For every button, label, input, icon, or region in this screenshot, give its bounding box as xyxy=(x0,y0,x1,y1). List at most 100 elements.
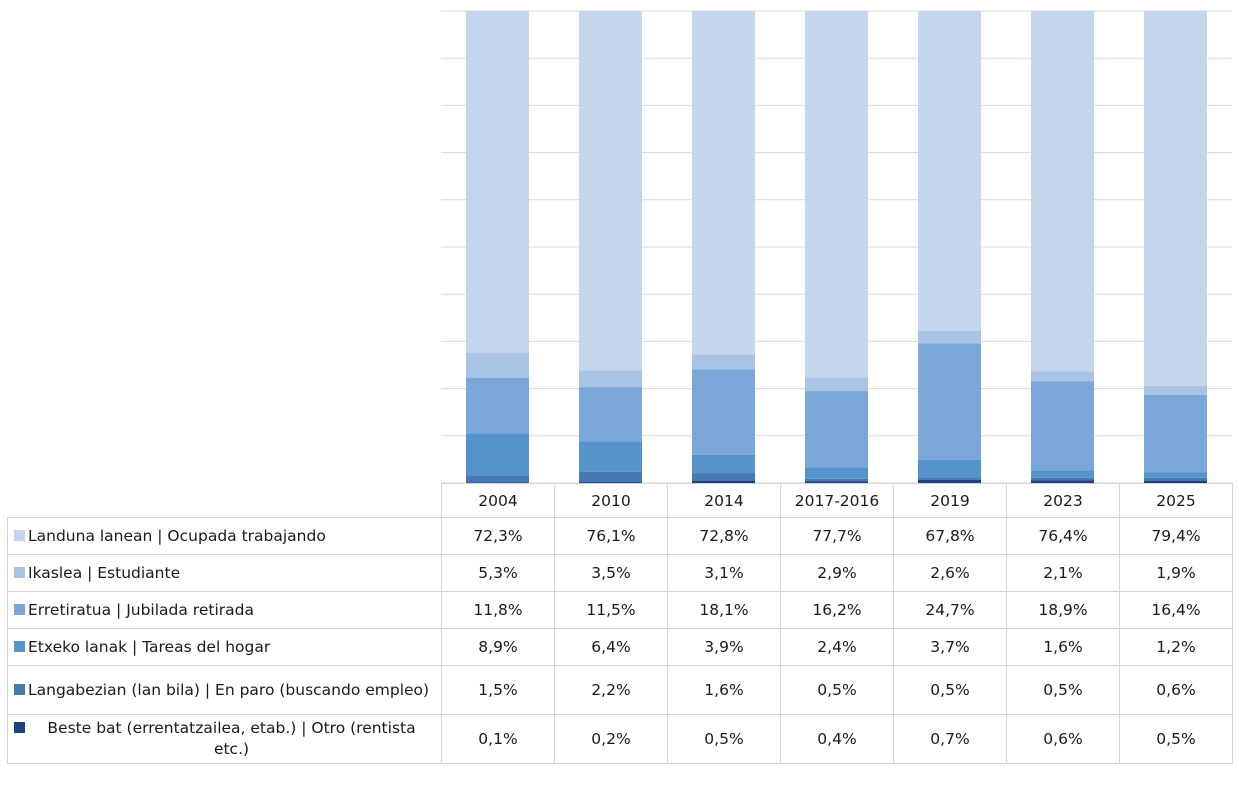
bar-segment xyxy=(1031,470,1094,478)
legend-swatch xyxy=(14,640,25,652)
data-label: 2,6% xyxy=(893,554,1007,592)
data-label: 0,5% xyxy=(780,665,894,715)
bar-segment xyxy=(1031,477,1094,481)
data-label: 11,8% xyxy=(441,591,555,629)
bar-segment xyxy=(805,11,868,378)
data-label: 79,4% xyxy=(1119,517,1233,555)
bar-segment xyxy=(579,441,642,472)
data-label: 72,8% xyxy=(667,517,781,555)
bar-segment xyxy=(579,482,642,483)
bar-segment xyxy=(1144,480,1207,483)
legend-cell: Langabezian (lan bila) | En paro (buscan… xyxy=(7,665,442,715)
data-label: 3,7% xyxy=(893,628,1007,666)
bar-segment xyxy=(918,479,981,483)
data-label: 77,7% xyxy=(780,517,894,555)
table-header-row: 2004 2010 2014 2017-2016 2019 2023 2025 xyxy=(7,483,1233,518)
table-row: Beste bat (errentatzailea, etab.) | Otro… xyxy=(7,714,1233,764)
data-label: 2,9% xyxy=(780,554,894,592)
data-label: 1,5% xyxy=(441,665,555,715)
bar-segment xyxy=(805,391,868,468)
category-label: 2017-2016 xyxy=(780,483,894,518)
table-row: Langabezian (lan bila) | En paro (buscan… xyxy=(7,665,1233,715)
data-label: 0,5% xyxy=(667,714,781,764)
category-label: 2004 xyxy=(441,483,555,518)
data-label: 18,9% xyxy=(1006,591,1120,629)
data-label: 1,6% xyxy=(667,665,781,715)
category-label: 2010 xyxy=(554,483,668,518)
data-label: 24,7% xyxy=(893,591,1007,629)
legend-cell: Etxeko lanak | Tareas del hogar xyxy=(7,628,442,666)
data-label: 67,8% xyxy=(893,517,1007,555)
table-row: Landuna lanean | Ocupada trabajando 72,3%… xyxy=(7,517,1233,555)
bar-segment xyxy=(805,481,868,483)
series-name: Langabezian (lan bila) | En paro (buscan… xyxy=(28,680,430,699)
series-name: Beste bat (errentatzailea, etab.) | Otro… xyxy=(47,719,416,758)
bar-segment xyxy=(1144,11,1207,386)
series-name: Erretiratua | Jubilada retirada xyxy=(28,600,254,619)
data-label: 2,4% xyxy=(780,628,894,666)
bar-segment xyxy=(466,475,529,483)
data-label: 0,5% xyxy=(1006,665,1120,715)
bar-segment xyxy=(692,480,755,483)
bar-segment xyxy=(1144,385,1207,395)
data-label: 3,1% xyxy=(667,554,781,592)
bar-segment xyxy=(918,459,981,478)
data-label: 2,2% xyxy=(554,665,668,715)
legend-swatch xyxy=(14,683,25,695)
bar-segment xyxy=(466,352,529,378)
table-corner xyxy=(7,483,442,518)
data-label: 0,7% xyxy=(893,714,1007,764)
category-label: 2025 xyxy=(1119,483,1233,518)
series-name: Etxeko lanak | Tareas del hogar xyxy=(28,637,271,656)
bar-segment xyxy=(692,369,755,455)
bar-segment xyxy=(918,11,981,332)
data-label: 16,2% xyxy=(780,591,894,629)
data-label: 1,6% xyxy=(1006,628,1120,666)
bars xyxy=(466,11,1207,483)
bar-segment xyxy=(918,477,981,480)
data-label: 18,1% xyxy=(667,591,781,629)
bar-segment xyxy=(1031,11,1094,372)
bar-segment xyxy=(692,11,755,355)
legend-swatch xyxy=(14,603,25,615)
series-name: Landuna lanean | Ocupada trabajando xyxy=(28,526,326,545)
stacked-bar-chart xyxy=(441,10,1232,484)
bar-segment xyxy=(579,387,642,442)
data-label: 1,2% xyxy=(1119,628,1233,666)
bar-segment xyxy=(692,473,755,481)
data-label: 2,1% xyxy=(1006,554,1120,592)
data-label: 5,3% xyxy=(441,554,555,592)
data-label: 0,5% xyxy=(893,665,1007,715)
data-label: 6,4% xyxy=(554,628,668,666)
data-label: 0,2% xyxy=(554,714,668,764)
data-label: 1,9% xyxy=(1119,554,1233,592)
bar-segment xyxy=(692,454,755,474)
data-label: 0,1% xyxy=(441,714,555,764)
bar-segment xyxy=(1031,480,1094,483)
bar-segment xyxy=(1144,394,1207,473)
data-label: 0,4% xyxy=(780,714,894,764)
legend-cell: Landuna lanean | Ocupada trabajando xyxy=(7,517,442,555)
data-label: 11,5% xyxy=(554,591,668,629)
data-label: 76,1% xyxy=(554,517,668,555)
bar-segment xyxy=(805,467,868,479)
series-name: Ikaslea | Estudiante xyxy=(28,563,181,582)
data-label: 8,9% xyxy=(441,628,555,666)
bar-segment xyxy=(805,377,868,392)
legend-cell: Beste bat (errentatzailea, etab.) | Otro… xyxy=(7,714,442,764)
bar-segment xyxy=(579,471,642,483)
data-label: 72,3% xyxy=(441,517,555,555)
bar-segment xyxy=(1144,477,1207,481)
legend-swatch xyxy=(14,566,25,578)
bar-segment xyxy=(1031,371,1094,382)
bar-segment xyxy=(466,377,529,434)
legend-cell: Erretiratua | Jubilada retirada xyxy=(7,591,442,629)
data-label: 0,5% xyxy=(1119,714,1233,764)
data-label: 16,4% xyxy=(1119,591,1233,629)
legend-cell: Ikaslea | Estudiante xyxy=(7,554,442,592)
data-label: 3,5% xyxy=(554,554,668,592)
legend-swatch xyxy=(14,722,25,733)
bar-segment xyxy=(579,11,642,371)
bar-segment xyxy=(805,478,868,482)
table-row: Ikaslea | Estudiante 5,3% 3,5% 3,1% 2,9% 2,6%… xyxy=(7,554,1233,592)
